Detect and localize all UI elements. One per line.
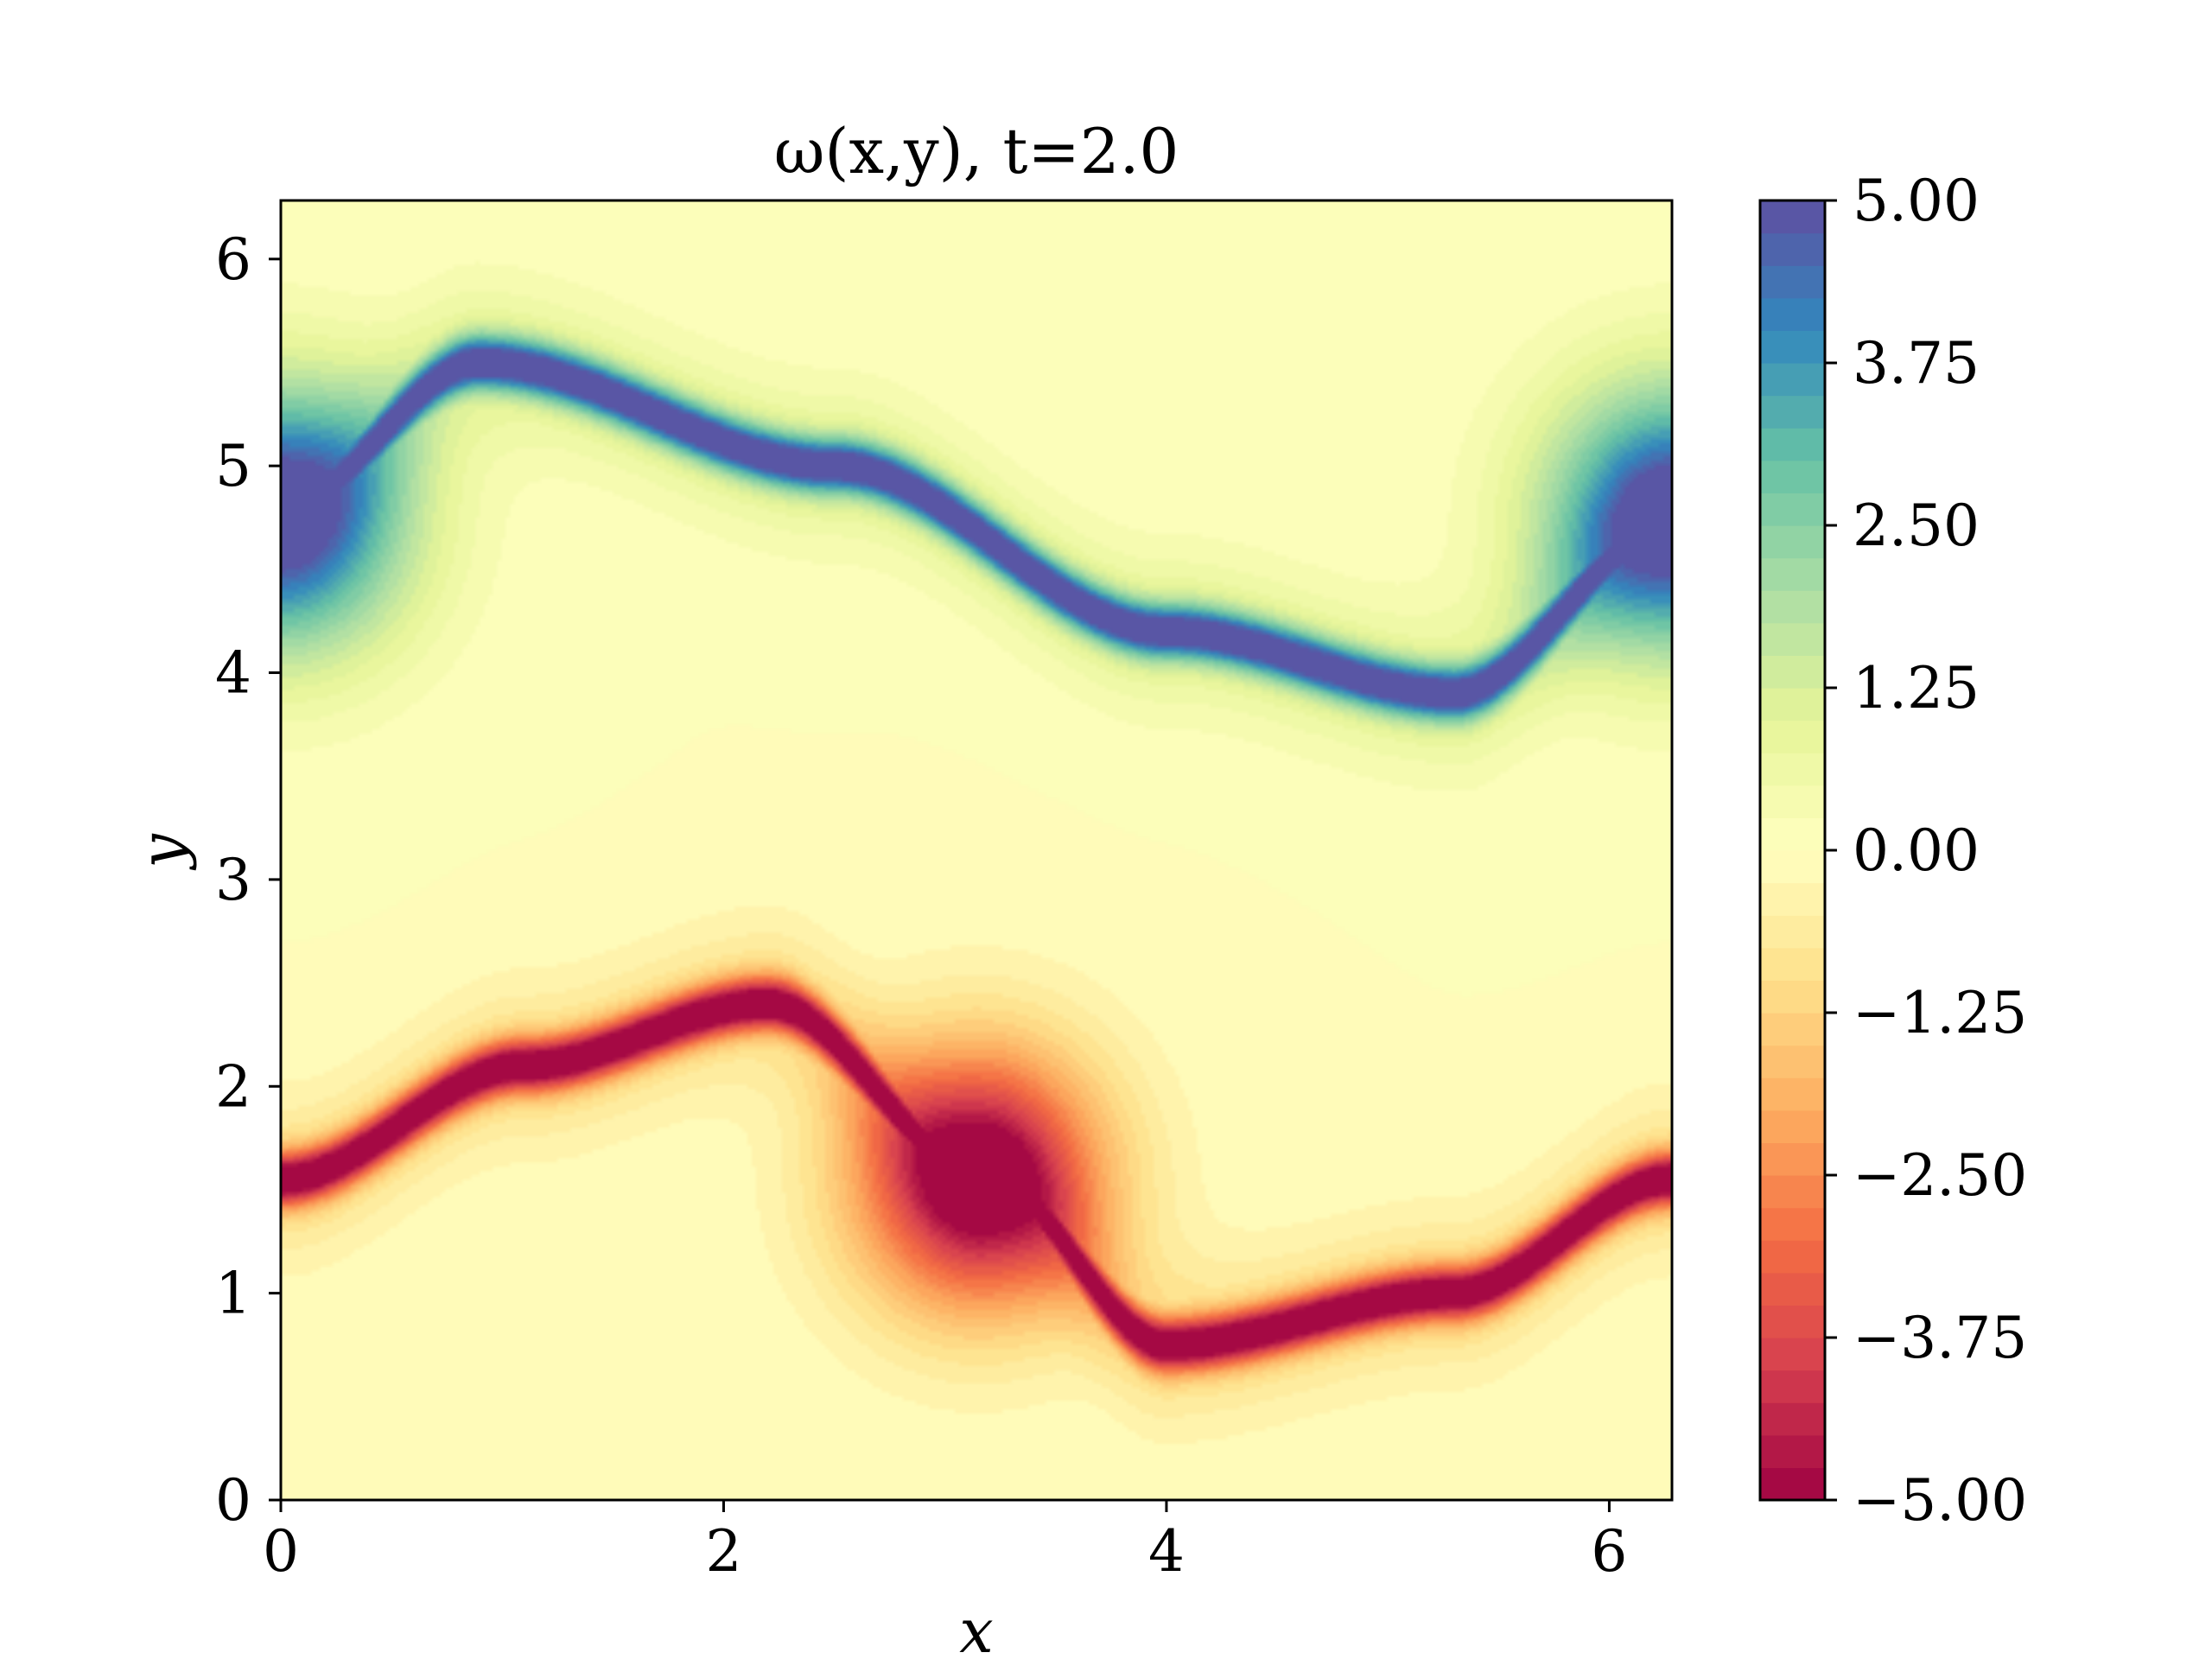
colorbar-tick-label: 2.50 bbox=[1853, 493, 1980, 559]
x-tick-label: 6 bbox=[1591, 1518, 1627, 1585]
colorbar-tick-label: 3.75 bbox=[1853, 330, 1980, 397]
colorbar-ticks: 5.00 3.75 2.50 1.25 0.00 −1.25 −2.50 −3.75 −5.00 bbox=[1825, 168, 2027, 1534]
colorbar-band bbox=[1760, 850, 1825, 884]
colorbar-tick-label: −3.75 bbox=[1853, 1305, 2027, 1371]
colorbar-band bbox=[1760, 557, 1825, 591]
colorbar-band bbox=[1760, 1045, 1825, 1078]
y-tick-label: 2 bbox=[215, 1053, 251, 1120]
colorbar-band bbox=[1760, 1109, 1825, 1143]
y-tick-label: 1 bbox=[215, 1261, 251, 1327]
colorbar-band bbox=[1760, 655, 1825, 689]
colorbar-band bbox=[1760, 1013, 1825, 1046]
colorbar-band bbox=[1760, 330, 1825, 364]
colorbar-band bbox=[1760, 265, 1825, 299]
x-axis-ticks: 0 2 4 6 bbox=[263, 1500, 1627, 1585]
x-tick-label: 0 bbox=[263, 1518, 299, 1585]
y-axis-ticks: 0 1 2 3 4 5 6 bbox=[215, 226, 281, 1534]
colorbar-band bbox=[1760, 1434, 1825, 1468]
colorbar-band bbox=[1760, 297, 1825, 331]
colorbar-band bbox=[1760, 1207, 1825, 1241]
colorbar-band bbox=[1760, 1272, 1825, 1306]
colorbar-tick-label: 5.00 bbox=[1853, 168, 1980, 234]
colorbar-band bbox=[1760, 363, 1825, 397]
x-tick-label: 2 bbox=[705, 1518, 741, 1585]
colorbar-band bbox=[1760, 1338, 1825, 1371]
y-axis-label: y bbox=[127, 833, 198, 871]
colorbar-band bbox=[1760, 1402, 1825, 1436]
y-tick-label: 6 bbox=[215, 226, 251, 293]
colorbar-band bbox=[1760, 1467, 1825, 1501]
colorbar-band bbox=[1760, 882, 1825, 916]
colorbar-tick-label: 0.00 bbox=[1853, 817, 1980, 884]
colorbar-band bbox=[1760, 947, 1825, 981]
colorbar-band bbox=[1760, 232, 1825, 266]
colorbar bbox=[1760, 200, 1825, 1501]
colorbar-tick-label: 1.25 bbox=[1853, 655, 1980, 721]
colorbar-band bbox=[1760, 1077, 1825, 1111]
y-tick-label: 0 bbox=[215, 1467, 251, 1534]
colorbar-band bbox=[1760, 1305, 1825, 1338]
colorbar-band bbox=[1760, 395, 1825, 429]
colorbar-band bbox=[1760, 493, 1825, 526]
y-tick-label: 3 bbox=[215, 847, 251, 913]
colorbar-band bbox=[1760, 1240, 1825, 1274]
colorbar-band bbox=[1760, 1370, 1825, 1403]
colorbar-band bbox=[1760, 622, 1825, 656]
colorbar-band bbox=[1760, 1175, 1825, 1209]
colorbar-band bbox=[1760, 980, 1825, 1014]
plot-frame bbox=[279, 199, 1674, 1502]
colorbar-band bbox=[1760, 753, 1825, 786]
vorticity-field bbox=[281, 200, 1672, 1500]
colorbar-band bbox=[1760, 525, 1825, 559]
chart-title: ω(x,y), t=2.0 bbox=[774, 115, 1179, 188]
colorbar-tick-label: −5.00 bbox=[1853, 1467, 2027, 1534]
colorbar-band bbox=[1760, 428, 1825, 461]
x-axis-label: x bbox=[959, 1596, 993, 1659]
colorbar-band bbox=[1760, 915, 1825, 949]
colorbar-tick-label: −2.50 bbox=[1853, 1142, 2027, 1209]
colorbar-tick-label: −1.25 bbox=[1853, 980, 2027, 1046]
x-tick-label: 4 bbox=[1148, 1518, 1185, 1585]
y-tick-label: 4 bbox=[215, 640, 251, 707]
colorbar-band bbox=[1760, 785, 1825, 818]
y-tick-label: 5 bbox=[215, 433, 251, 499]
colorbar-band bbox=[1760, 590, 1825, 624]
colorbar-band bbox=[1760, 200, 1825, 234]
colorbar-band bbox=[1760, 720, 1825, 753]
colorbar-band bbox=[1760, 688, 1825, 721]
colorbar-band bbox=[1760, 460, 1825, 493]
colorbar-band bbox=[1760, 817, 1825, 851]
colorbar-band bbox=[1760, 1142, 1825, 1176]
